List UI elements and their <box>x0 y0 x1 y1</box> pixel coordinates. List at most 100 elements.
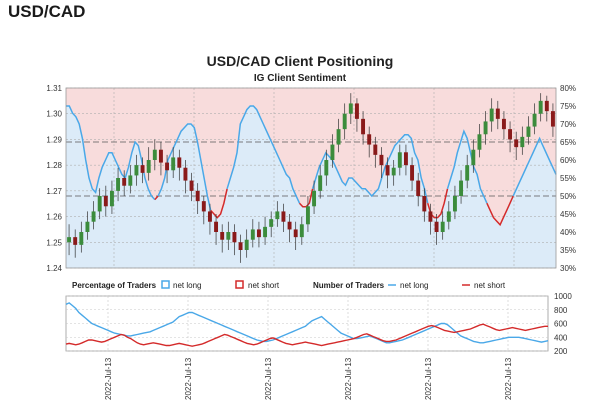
candle-body <box>293 229 298 238</box>
net-short-line <box>486 195 514 227</box>
price-tick-label: 1.27 <box>46 187 62 196</box>
legend-pct-long: net long <box>173 281 201 290</box>
percent-tick-label: 50% <box>560 192 576 201</box>
candle-body <box>183 167 188 181</box>
candle-body <box>165 162 170 171</box>
percent-tick-label: 30% <box>560 264 576 273</box>
legend-num-long: net long <box>400 281 428 290</box>
candle-body <box>324 160 329 176</box>
price-tick-label: 1.29 <box>46 135 62 144</box>
candle-body <box>97 196 102 212</box>
percent-tick-label: 65% <box>560 138 576 147</box>
candle-body <box>330 144 335 160</box>
candle-body <box>477 134 482 150</box>
candle-body <box>373 144 378 155</box>
percent-tick-label: 75% <box>560 102 576 111</box>
candle-body <box>385 165 390 176</box>
candle-body <box>348 103 353 114</box>
price-tick-label: 1.30 <box>46 110 62 119</box>
price-tick-label: 1.24 <box>46 264 62 273</box>
chart-legend: Percentage of Traders net long net short… <box>72 280 506 290</box>
net-long-line <box>66 105 156 201</box>
page-heading: USD/CAD <box>8 2 86 21</box>
price-panel: 1.24 1.25 1.26 1.27 1.28 1.29 1.30 1.31 30% 35% 40… <box>46 84 576 273</box>
x-tick-label: 2022-Jul-13 <box>504 357 513 400</box>
candle-body <box>122 178 127 186</box>
candle-body <box>220 232 225 240</box>
candle-body <box>428 211 433 222</box>
percent-tick-label: 70% <box>560 120 576 129</box>
candle-body <box>171 157 176 171</box>
candle-body <box>177 157 182 168</box>
legend-pct-long-swatch <box>161 280 170 289</box>
candle-body <box>514 139 519 148</box>
candle-body <box>489 108 494 122</box>
candle-body <box>299 224 304 238</box>
candle-body <box>91 211 96 222</box>
candle-body <box>508 129 513 140</box>
candle-body <box>501 118 506 130</box>
chart-title: USD/CAD Client Positioning <box>207 53 394 69</box>
candle-body <box>195 190 200 202</box>
percent-tick-label: 40% <box>560 228 576 237</box>
x-axis: 2022-Jul-13 2022-Jul-13 2022-Jul-13 2022-Ju… <box>104 357 513 400</box>
candle-body <box>422 196 427 212</box>
candle-body <box>73 237 78 245</box>
percent-tick-label: 80% <box>560 84 576 93</box>
candle-body <box>263 226 268 238</box>
candle-body <box>158 149 163 163</box>
candle-body <box>312 190 317 207</box>
legend-pct-short-swatch <box>235 280 244 289</box>
candle-body <box>67 237 72 243</box>
candle-body <box>379 154 384 166</box>
candle-body <box>354 103 359 119</box>
candle-body <box>459 180 464 196</box>
candle-body <box>152 149 157 160</box>
candle-body <box>544 100 549 112</box>
candle-body <box>146 160 151 173</box>
price-tick-label: 1.26 <box>46 213 62 222</box>
price-tick-label: 1.25 <box>46 238 62 247</box>
traders-panel: 200 400 600 800 1000 <box>65 292 572 356</box>
candle-body <box>85 221 90 232</box>
legend-num-label: Number of Traders <box>313 281 385 290</box>
candle-body <box>275 211 280 220</box>
candle-body <box>550 111 555 127</box>
net-short-line <box>210 188 228 219</box>
candle-body <box>226 232 231 240</box>
x-tick-label: 2022-Jul-13 <box>424 357 433 400</box>
candle-body <box>116 178 121 191</box>
candle-body <box>397 152 402 168</box>
candle-body <box>128 175 133 186</box>
candle-body <box>434 221 439 232</box>
traders-tick-label: 200 <box>554 347 568 356</box>
candle-body <box>207 211 212 222</box>
net-long-area <box>66 106 556 268</box>
candle-body <box>452 196 457 212</box>
candle-body <box>465 165 470 181</box>
legend-pct-short: net short <box>248 281 280 290</box>
candle-body <box>140 165 145 173</box>
candle-body <box>244 239 249 250</box>
net-long-line <box>446 129 488 204</box>
candle-body <box>416 180 421 196</box>
candle-body <box>201 201 206 212</box>
candle-body <box>520 136 525 148</box>
candle-body <box>269 219 274 227</box>
candle-body <box>103 196 108 207</box>
net-short-traders-line <box>65 323 548 347</box>
candle-body <box>440 221 445 232</box>
candle-body <box>495 108 500 119</box>
candle-body <box>318 175 323 191</box>
net-long-traders-line <box>65 302 549 344</box>
candle-body <box>471 149 476 166</box>
legend-num-short: net short <box>474 281 506 290</box>
candle-body <box>109 190 114 207</box>
traders-tick-label: 400 <box>554 333 568 342</box>
candle-body <box>250 229 255 240</box>
traders-tick-label: 1000 <box>554 292 572 301</box>
candle-body <box>134 165 139 176</box>
x-tick-label: 2022-Jul-13 <box>264 357 273 400</box>
candle-body <box>189 180 194 191</box>
x-tick-label: 2022-Jul-13 <box>344 357 353 400</box>
